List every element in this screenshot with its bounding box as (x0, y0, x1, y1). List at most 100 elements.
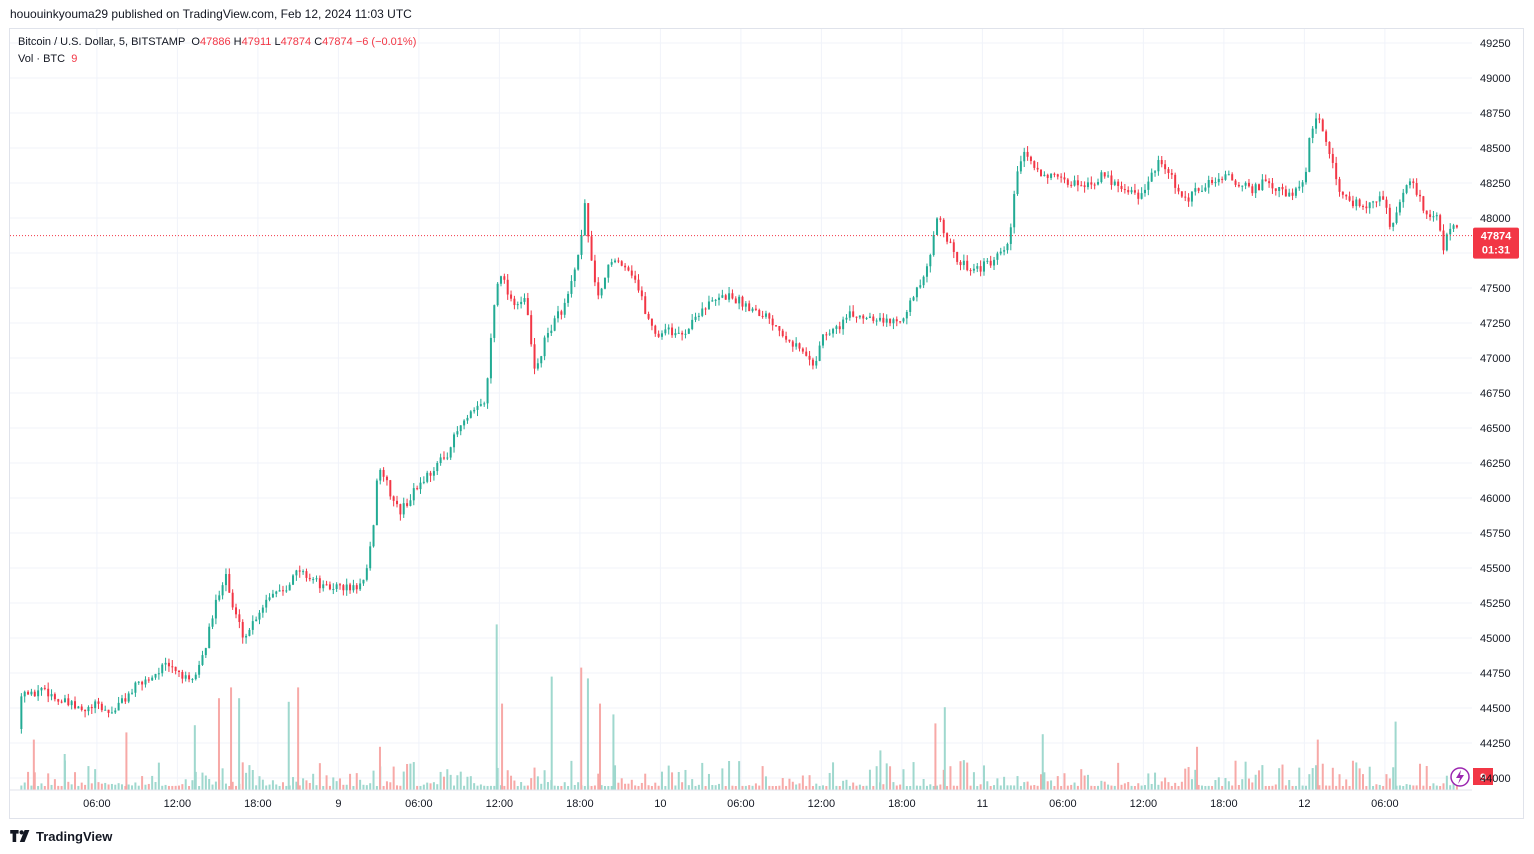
volume-spike-bar (297, 687, 300, 790)
candle-body (1187, 197, 1190, 202)
volume-bar (154, 781, 157, 790)
candle-body (946, 233, 949, 242)
candle-body (479, 404, 482, 406)
author-name[interactable]: hououinkyouma29 (10, 7, 109, 21)
candle-body (1321, 119, 1324, 132)
candle-body (536, 363, 539, 369)
volume-spike-bar (943, 707, 946, 790)
candle-body (1301, 182, 1304, 187)
candle-body (392, 496, 395, 501)
candle-body (409, 500, 412, 506)
volume-bar (758, 785, 761, 790)
axis-layer: 49250 49000 48750 48500 48250 48000 47500 47250… (10, 38, 1511, 810)
volume-bar (1402, 785, 1405, 790)
volume-bar (1388, 778, 1391, 790)
volume-bar (281, 782, 284, 790)
volume-bar (1197, 784, 1200, 790)
candle-body (842, 319, 845, 330)
volume-spike-bar (287, 701, 290, 790)
volume-spike-bar (125, 732, 128, 790)
candle-body (1180, 191, 1183, 197)
candle-body (338, 584, 341, 586)
volume-bar (483, 785, 486, 790)
volume-bar (1425, 766, 1428, 790)
candle-body (1040, 169, 1043, 177)
volume-legend[interactable]: Vol · BTC 9 (18, 53, 77, 65)
volume-bar (731, 785, 734, 790)
volume-bar (600, 785, 603, 790)
volume-bar (1103, 781, 1106, 790)
volume-bar (1164, 777, 1167, 790)
candle-body (201, 655, 204, 665)
footer-brand[interactable]: TradingView (10, 826, 112, 846)
last-price-value: 47874 (1481, 231, 1512, 243)
volume-bar (610, 785, 613, 790)
candle-body (640, 290, 643, 297)
candle-body (1221, 178, 1224, 180)
candle-body (704, 308, 707, 310)
candle-body (469, 411, 472, 418)
candle-body (650, 318, 653, 326)
candle-body (1408, 181, 1411, 186)
candle-body (657, 333, 660, 337)
candle-body (1093, 184, 1096, 186)
volume-bar (567, 785, 570, 790)
volume-bar (375, 785, 378, 790)
volume-bar (87, 766, 90, 790)
volume-bar (842, 780, 845, 790)
volume-bar (157, 762, 160, 790)
volume-bar (1174, 782, 1177, 790)
volume-spike-bar (238, 698, 241, 790)
volume-bar (1304, 785, 1307, 790)
candle-body (993, 259, 996, 266)
x-tick-label: 10 (654, 798, 666, 810)
volume-bar (292, 777, 295, 790)
volume-bar (422, 784, 425, 790)
volume-bar (53, 779, 56, 790)
candle-body (624, 265, 627, 268)
symbol-legend[interactable]: Bitcoin / U.S. Dollar, 5, BITSTAMP O4788… (18, 36, 416, 48)
volume-bar (174, 785, 177, 790)
volume-bar (1167, 782, 1170, 790)
candle-body (1043, 174, 1046, 177)
chart-canvas[interactable]: 47874 01:31 9 49250 49000 48750 48500 48250 480… (10, 29, 1523, 818)
candle-body (761, 315, 764, 317)
volume-bar (536, 776, 539, 790)
volume-bar (349, 773, 352, 790)
candle-body (1284, 189, 1287, 197)
volume-bar (714, 785, 717, 790)
volume-bar (30, 785, 33, 790)
volume-bar (1365, 785, 1368, 790)
volume-bar (362, 784, 365, 790)
chart-frame[interactable]: 47874 01:31 9 49250 49000 48750 48500 48250 480… (9, 28, 1524, 819)
candle-body (1361, 206, 1364, 208)
volume-bar (295, 781, 298, 790)
volume-bar (322, 786, 325, 790)
candle-body (1455, 225, 1458, 228)
volume-bar (144, 784, 147, 790)
volume-bar (1294, 785, 1297, 790)
volume-label[interactable]: Vol · BTC (18, 53, 66, 65)
candle-body (489, 337, 492, 379)
candle-body (1016, 171, 1019, 195)
candle-body (1439, 215, 1442, 231)
volume-bar (932, 785, 935, 790)
volume-bar (939, 784, 942, 790)
symbol-title[interactable]: Bitcoin / U.S. Dollar, 5, BITSTAMP (18, 36, 186, 48)
candle-body (1036, 167, 1039, 170)
candle-body (865, 317, 868, 319)
candle-body (1341, 191, 1344, 195)
volume-bar (557, 785, 560, 790)
candle-body (1174, 174, 1177, 188)
volume-bar (1143, 785, 1146, 790)
candle-body (905, 311, 908, 319)
candle-body (1372, 201, 1375, 203)
candle-body (147, 679, 150, 681)
volume-bar (248, 765, 251, 790)
candle-body (1331, 153, 1334, 163)
volume-bar (429, 783, 432, 790)
candle-body (422, 481, 425, 483)
volume-bar (811, 785, 814, 790)
volume-bar (922, 779, 925, 790)
volume-bar (1258, 770, 1261, 790)
